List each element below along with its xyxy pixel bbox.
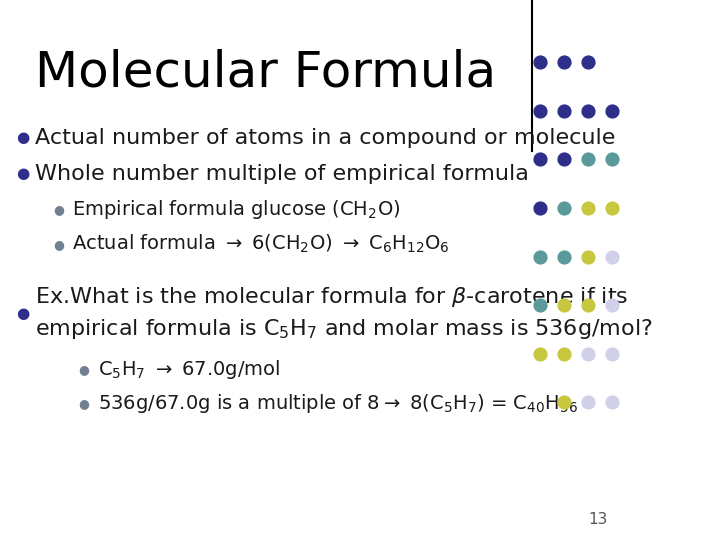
Point	[606, 204, 618, 212]
Point	[559, 155, 570, 164]
Point	[606, 398, 618, 407]
Point	[535, 301, 546, 309]
Point	[559, 398, 570, 407]
Point	[559, 204, 570, 212]
Point	[606, 301, 618, 309]
Point	[582, 155, 594, 164]
Point	[559, 349, 570, 358]
Point	[535, 252, 546, 261]
Point	[606, 349, 618, 358]
Point	[606, 155, 618, 164]
Point	[559, 252, 570, 261]
Text: Empirical formula glucose (CH$_2$O): Empirical formula glucose (CH$_2$O)	[73, 198, 401, 221]
Point	[535, 58, 546, 66]
Text: ●: ●	[16, 130, 29, 145]
Point	[582, 301, 594, 309]
Point	[559, 58, 570, 66]
Point	[582, 398, 594, 407]
Text: ●: ●	[53, 203, 64, 216]
Point	[606, 252, 618, 261]
Point	[582, 106, 594, 115]
Point	[606, 106, 618, 115]
Text: Actual formula $\rightarrow$ 6(CH$_2$O) $\rightarrow$ C$_6$H$_{12}$O$_6$: Actual formula $\rightarrow$ 6(CH$_2$O) …	[73, 233, 450, 255]
Point	[582, 58, 594, 66]
Text: ●: ●	[16, 306, 29, 321]
Text: ●: ●	[53, 238, 64, 251]
Point	[535, 204, 546, 212]
Text: empirical formula is C$_5$H$_7$ and molar mass is 536g/mol?: empirical formula is C$_5$H$_7$ and mola…	[35, 318, 652, 341]
Text: Whole number multiple of empirical formula: Whole number multiple of empirical formu…	[35, 164, 528, 184]
Point	[535, 106, 546, 115]
Point	[582, 204, 594, 212]
Text: Actual number of atoms in a compound or molecule: Actual number of atoms in a compound or …	[35, 127, 615, 148]
Point	[559, 106, 570, 115]
Point	[582, 349, 594, 358]
Text: ●: ●	[78, 363, 89, 376]
Point	[535, 155, 546, 164]
Text: Ex.What is the molecular formula for $\beta$-carotene if its: Ex.What is the molecular formula for $\b…	[35, 285, 628, 309]
Point	[559, 301, 570, 309]
Text: ●: ●	[78, 397, 89, 410]
Text: 13: 13	[588, 511, 608, 526]
Point	[582, 252, 594, 261]
Text: Molecular Formula: Molecular Formula	[35, 49, 496, 97]
Text: 536g/67.0g is a multiple of 8$\rightarrow$ 8(C$_5$H$_7$) = C$_{40}$H$_{56}$: 536g/67.0g is a multiple of 8$\rightarro…	[98, 393, 577, 415]
Point	[535, 349, 546, 358]
Text: ●: ●	[16, 166, 29, 181]
Text: C$_5$H$_7$ $\rightarrow$ 67.0g/mol: C$_5$H$_7$ $\rightarrow$ 67.0g/mol	[98, 359, 280, 381]
